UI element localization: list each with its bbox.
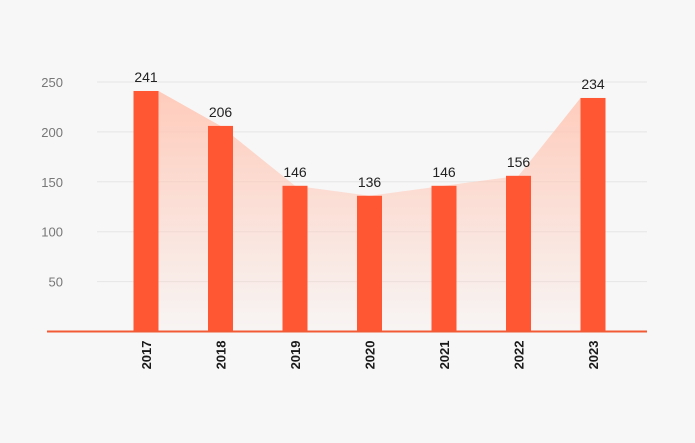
bar-2023	[580, 97, 606, 332]
data-label-2021: 146	[432, 164, 456, 180]
x-tick-label: 2021	[437, 341, 452, 370]
x-tick-label: 2020	[363, 341, 378, 370]
bar-2018	[208, 125, 233, 332]
x-tick-label: 2022	[512, 341, 527, 370]
bar-2017	[133, 90, 159, 332]
bar-2020	[357, 195, 382, 332]
x-tick-label: 2023	[586, 341, 601, 370]
value-labels: 241 206 146 136 146 156 234	[134, 69, 605, 190]
data-label-2018: 206	[209, 104, 233, 120]
bars	[133, 90, 606, 332]
y-tick-label: 200	[41, 125, 63, 140]
data-label-2017: 241	[134, 69, 158, 85]
data-label-2023: 234	[581, 76, 605, 92]
y-axis-ticks: 50 100 150 200 250	[41, 75, 63, 290]
bar-2019	[282, 185, 308, 332]
bar-2021	[431, 185, 457, 332]
x-tick-label: 2018	[214, 341, 229, 370]
y-tick-label: 100	[41, 225, 63, 240]
data-label-2020: 136	[358, 174, 382, 190]
bar-2022	[506, 175, 531, 332]
y-tick-label: 250	[41, 75, 63, 90]
x-tick-label: 2019	[288, 341, 303, 370]
x-axis-ticks: 2017 2018 2019 2020 2021 2022 2023	[139, 341, 601, 370]
x-tick-label: 2017	[139, 341, 154, 370]
y-tick-label: 150	[41, 175, 63, 190]
data-label-2022: 156	[507, 154, 531, 170]
y-tick-label: 50	[49, 275, 63, 290]
data-label-2019: 146	[283, 164, 307, 180]
